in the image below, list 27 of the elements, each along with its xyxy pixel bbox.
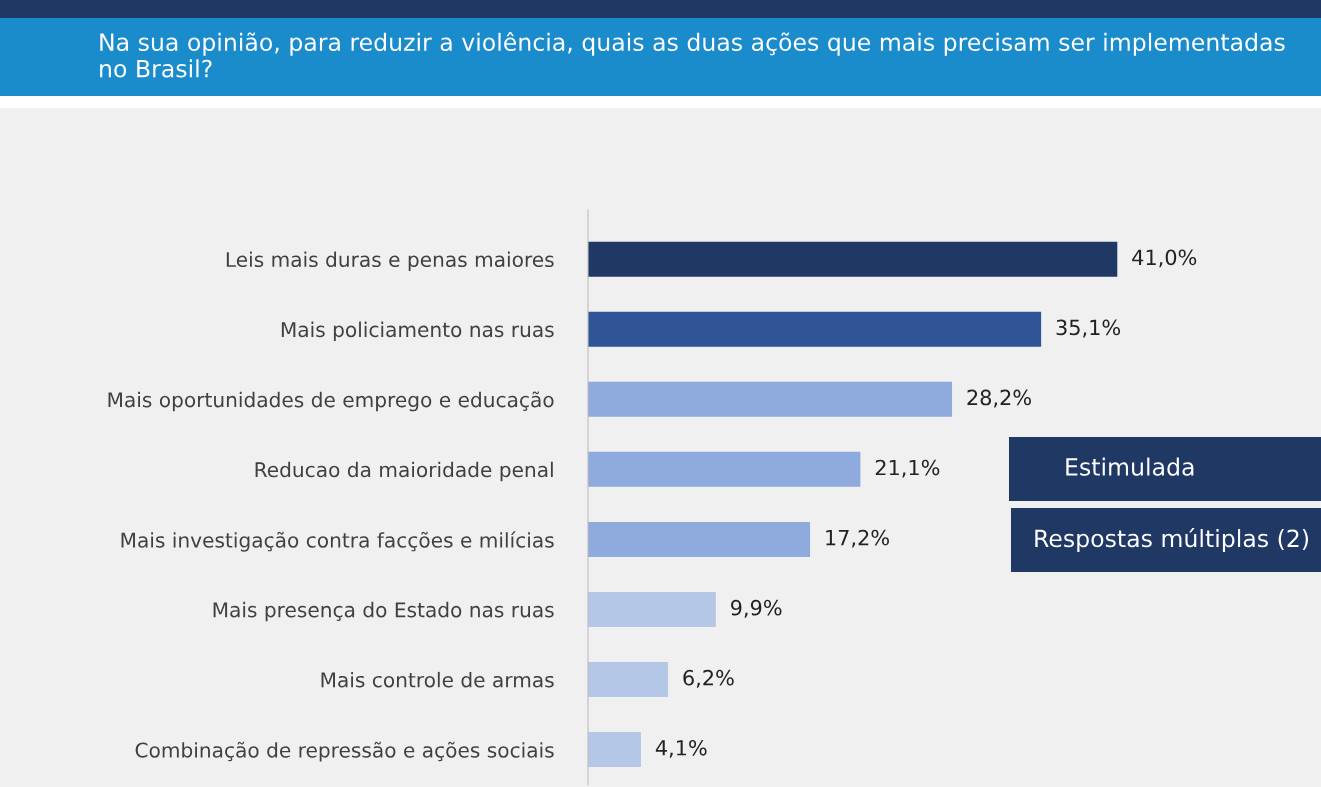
y-tick-label: Mais controle de armas xyxy=(321,671,554,688)
bar xyxy=(588,311,1042,347)
y-tick-label: Mais policiamento nas ruas xyxy=(281,321,554,342)
annotation: Estimulada xyxy=(1066,457,1194,476)
bar xyxy=(588,591,716,627)
data-label: 6,2% xyxy=(683,669,734,688)
y-tick-label: Mais presença do Estado nas ruas xyxy=(213,601,554,622)
bar xyxy=(588,521,811,557)
chart-title: Na sua opinião, para reduzir a violência, quais as duas ações que mais precisam ser implementadas no Brasil? xyxy=(100,31,1285,78)
bar xyxy=(588,662,669,698)
annotation: Respostas múltiplas (2) xyxy=(1035,528,1309,552)
y-tick-label: Reducao da maioridade penal xyxy=(255,461,553,482)
data-label: 21,1% xyxy=(875,459,940,478)
data-label: 28,2% xyxy=(967,389,1031,408)
data-label: 35,1% xyxy=(1056,319,1121,338)
bar xyxy=(588,381,953,417)
data-label: 9,9% xyxy=(731,599,782,618)
y-tick-label: Mais oportunidades de emprego e educação xyxy=(108,391,554,412)
y-tick-label: Mais investigação contra facções e milícias xyxy=(121,531,554,552)
y-tick-label: Leis mais duras e penas maiores xyxy=(226,251,554,272)
bar xyxy=(588,241,1118,277)
bar xyxy=(588,451,861,487)
data-label: 41,0% xyxy=(1132,249,1197,268)
bar xyxy=(588,732,641,768)
data-label: 17,2% xyxy=(826,529,889,548)
y-tick-label: Combinação de repressão e ações sociais xyxy=(135,741,554,762)
data-label: 4,1% xyxy=(655,739,707,758)
